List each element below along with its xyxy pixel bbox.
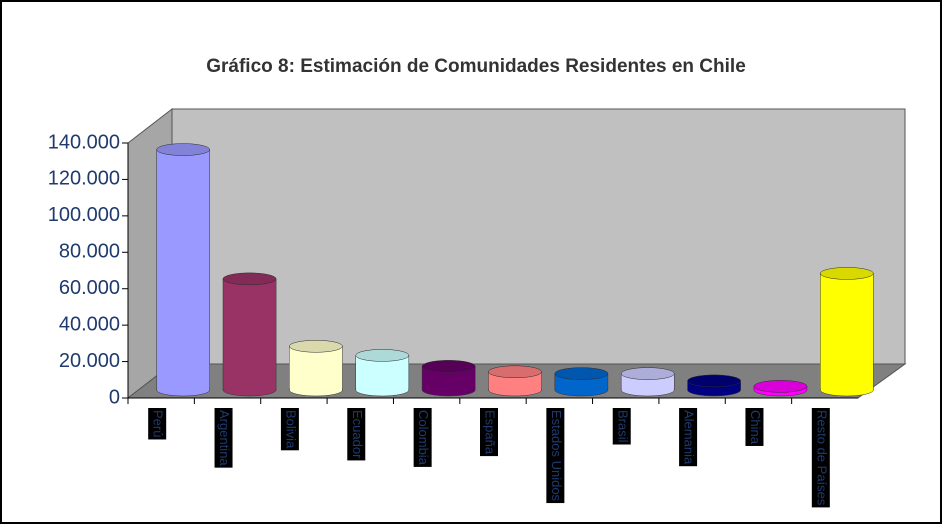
bar-body-fill xyxy=(223,278,276,390)
bar xyxy=(620,367,675,397)
x-tick-label: Ecuador xyxy=(350,410,365,459)
bar xyxy=(488,365,542,397)
bar-body-fill xyxy=(820,273,873,390)
x-label: Alemania xyxy=(679,408,698,467)
y-tick-label: 60.000 xyxy=(59,277,120,299)
bar xyxy=(421,360,476,397)
bar xyxy=(222,272,277,397)
x-tick-label: Alemania xyxy=(682,410,697,465)
x-tick-label: Estados Unidos xyxy=(549,410,564,502)
x-label: España xyxy=(480,408,498,457)
x-label-bg xyxy=(679,408,698,467)
x-label-bg xyxy=(148,408,167,440)
bar-top xyxy=(421,360,476,373)
x-tick-label: Resto de Países xyxy=(814,410,829,506)
x-tick-label: China xyxy=(748,410,763,445)
x-tick-label: Colombia xyxy=(416,410,431,466)
x-label-bg xyxy=(480,408,498,457)
x-tick-label: Brasil xyxy=(615,410,630,443)
x-tick-label: Perú xyxy=(151,410,166,437)
x-tick-label: España xyxy=(483,410,498,455)
bar-top xyxy=(620,367,675,380)
x-label-bg xyxy=(745,408,764,446)
chart-title: Gráfico 8: Estimación de Comunidades Res… xyxy=(206,56,746,77)
bar xyxy=(289,340,343,397)
x-label: Bolivia xyxy=(280,408,299,451)
bar xyxy=(355,349,410,397)
x-label: Ecuador xyxy=(347,408,366,461)
bar-top xyxy=(156,143,210,156)
bar xyxy=(820,267,874,397)
bar-body-fill xyxy=(157,149,210,390)
x-tick-label: Bolivia xyxy=(283,410,298,449)
bar-top xyxy=(355,349,410,362)
x-label: Argentina xyxy=(214,408,233,468)
bar xyxy=(687,374,741,397)
bar-top xyxy=(488,365,542,379)
y-tick-label: 100.000 xyxy=(48,204,120,226)
x-label-bg xyxy=(413,408,432,467)
x-label: Brasil xyxy=(612,408,631,445)
y-tick-label: 140.000 xyxy=(48,131,120,153)
x-tick-label: Argentina xyxy=(217,410,232,466)
x-label-bg xyxy=(612,408,631,445)
bar xyxy=(156,143,210,397)
bar-top xyxy=(554,367,609,380)
y-tick-label: 120.000 xyxy=(48,168,120,190)
y-tick-label: 80.000 xyxy=(59,241,120,263)
x-label: China xyxy=(745,408,764,446)
x-label: Estados Unidos xyxy=(546,408,565,504)
y-tick-label: 20.000 xyxy=(59,350,120,372)
x-label-bg xyxy=(214,408,233,468)
x-label: Colombia xyxy=(413,408,432,467)
bar-top xyxy=(820,267,874,280)
bar-top xyxy=(289,340,343,353)
bar xyxy=(554,367,609,397)
y-tick-label: 40.000 xyxy=(59,313,120,335)
bar xyxy=(753,380,808,397)
bar-top xyxy=(753,380,808,393)
x-label-bg xyxy=(347,408,366,461)
back-wall xyxy=(171,108,906,365)
x-label-bg xyxy=(546,408,565,504)
x-label: Resto de Países xyxy=(811,408,830,508)
bar-top xyxy=(687,374,741,388)
x-label-bg xyxy=(811,408,830,508)
x-label: Perú xyxy=(148,408,167,440)
bar-top xyxy=(222,272,277,286)
x-label-bg xyxy=(280,408,299,451)
bar-body-fill xyxy=(289,346,342,390)
bar-body-fill xyxy=(422,366,475,390)
y-tick-label: 0 xyxy=(109,386,120,408)
